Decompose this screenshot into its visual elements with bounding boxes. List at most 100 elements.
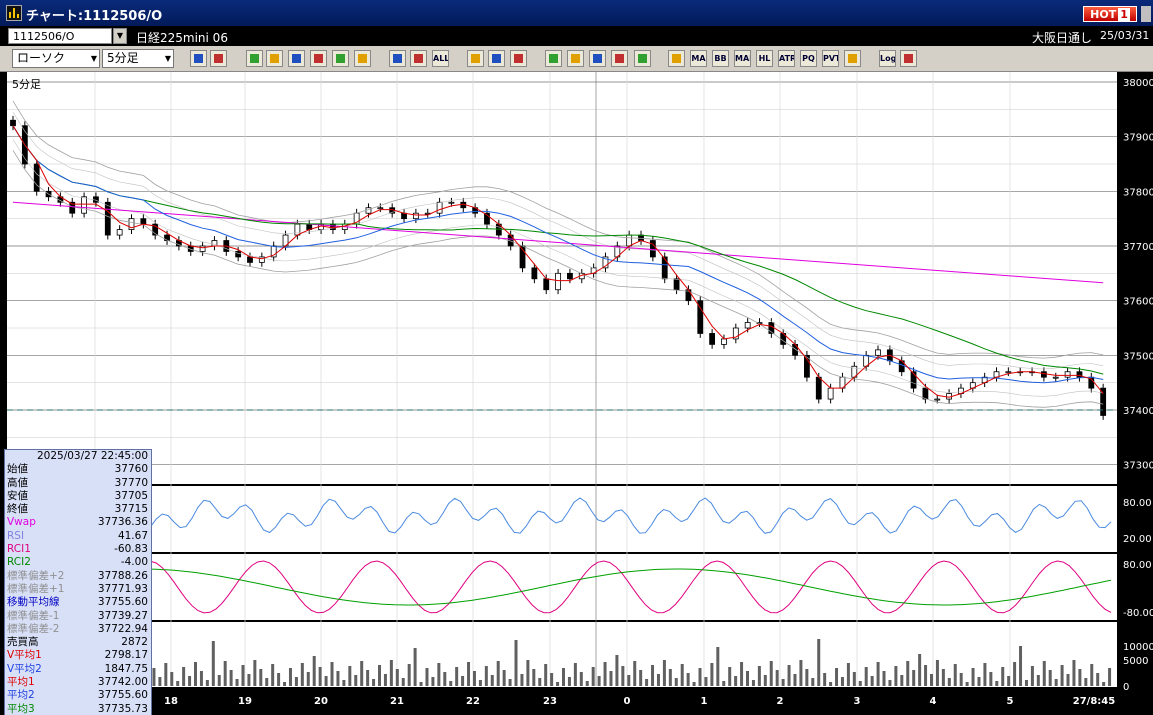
volume-bar: [805, 669, 809, 686]
ma-icon[interactable]: MA: [690, 50, 707, 67]
window-icon[interactable]: [210, 50, 227, 67]
volume-bar: [971, 668, 975, 686]
chevron-down-icon: ▼: [164, 54, 171, 63]
vwap-icon[interactable]: [668, 50, 685, 67]
candle-body: [934, 398, 941, 401]
volume-bar: [621, 666, 625, 686]
color-icon[interactable]: [510, 50, 527, 67]
magnify-icon[interactable]: [190, 50, 207, 67]
export-icon[interactable]: [900, 50, 917, 67]
candle-body: [602, 256, 609, 269]
period-value: 5分足: [107, 51, 139, 65]
candle-body: [922, 387, 929, 400]
window-title: チャート:1112506/O: [26, 9, 163, 24]
trend-icon[interactable]: [266, 50, 283, 67]
volume-bar: [419, 682, 423, 686]
brush-icon[interactable]: [488, 50, 505, 67]
info-label: RCI2: [7, 556, 31, 569]
candle-body: [93, 196, 99, 203]
volume-bar: [674, 678, 678, 686]
volume-bar: [294, 677, 298, 686]
blank-icon[interactable]: [634, 50, 651, 67]
volume-bar: [864, 667, 868, 686]
chart-area[interactable]: 38000 37900 37800 37700 37600 37500 37400 37300…: [0, 72, 1153, 715]
moving-average-3: [12, 125, 1104, 375]
scale-icon[interactable]: [589, 50, 606, 67]
back-icon[interactable]: [310, 50, 327, 67]
trash-icon[interactable]: [354, 50, 371, 67]
mae-icon[interactable]: MAE: [734, 50, 751, 67]
candle-body: [661, 256, 668, 280]
candle-body: [626, 234, 633, 247]
candle-body: [152, 223, 159, 236]
rci_axis-tick-label: -80.00: [1123, 608, 1153, 619]
pq-icon[interactable]: PQ: [800, 50, 817, 67]
time-tick-label: 27/8:45: [1073, 696, 1115, 707]
candle-body: [294, 223, 301, 236]
chart-svg[interactable]: 38000 37900 37800 37700 37600 37500 37400 37300…: [0, 72, 1153, 715]
candle-body: [1005, 371, 1012, 374]
candle2-icon[interactable]: [410, 50, 427, 67]
info-value: 1847.75: [104, 662, 148, 675]
candle-body: [1052, 376, 1059, 379]
candle-body: [1041, 371, 1047, 378]
time-tick-label: 19: [238, 696, 252, 707]
period-select[interactable]: 5分足 ▼: [102, 49, 174, 68]
all-icon[interactable]: ALL: [432, 50, 449, 67]
volume-bar: [247, 674, 251, 686]
info-value: 37722.94: [97, 622, 148, 635]
candle-body: [258, 256, 265, 263]
symbol-name: 日経225mini 06: [136, 31, 228, 45]
pvt-icon[interactable]: PVT: [822, 50, 839, 67]
window-control[interactable]: [1141, 6, 1151, 22]
volume-bar: [704, 677, 708, 686]
info-value: 37739.27: [97, 609, 148, 622]
rsi_axis-tick-label: 80.00: [1123, 498, 1152, 509]
frame-icon[interactable]: [844, 50, 861, 67]
volume-bar: [437, 663, 441, 686]
session-date: 25/03/31: [1100, 29, 1150, 42]
info-label: RSI: [7, 529, 25, 542]
cross-icon[interactable]: [611, 50, 628, 67]
volume-bar: [1072, 660, 1076, 686]
chart-type-select[interactable]: ローソク ▼: [12, 49, 100, 68]
draw-line-icon[interactable]: [246, 50, 263, 67]
candle-body: [709, 333, 716, 345]
hl-icon[interactable]: HL: [756, 50, 773, 67]
settings-icon[interactable]: [467, 50, 484, 67]
info-row: 売買高 2872: [5, 636, 151, 649]
cursor-icon[interactable]: [288, 50, 305, 67]
price-tick-label: 37300: [1123, 461, 1153, 472]
volume-bar: [211, 641, 215, 686]
download-icon[interactable]: [545, 50, 562, 67]
hot-button[interactable]: HOT 1: [1083, 6, 1137, 22]
atr-icon[interactable]: ATR: [778, 50, 795, 67]
candle-icon[interactable]: [389, 50, 406, 67]
chart-type-value: ローソク: [17, 51, 66, 65]
volume-bar: [662, 660, 666, 686]
info-label: 高値: [7, 476, 28, 489]
symbol-input[interactable]: 1112506/O: [8, 28, 112, 44]
volume-bar: [983, 663, 987, 686]
list-icon[interactable]: [332, 50, 349, 67]
symbol-dropdown-icon[interactable]: ▼: [113, 28, 127, 44]
volume-bar: [472, 671, 476, 686]
info-value: 41.67: [117, 529, 148, 542]
candle-body: [875, 349, 881, 356]
candle-body: [401, 212, 407, 220]
volume-bar: [1102, 682, 1106, 686]
log-icon[interactable]: Log: [879, 50, 896, 67]
candle-body: [910, 371, 917, 389]
volume-bar: [817, 639, 821, 686]
bb-icon[interactable]: BB: [712, 50, 729, 67]
time-tick-label: 3: [854, 696, 861, 707]
info-row: 平均2 37755.60: [5, 689, 151, 702]
volume-bar: [995, 681, 999, 686]
volume-bar: [1036, 675, 1040, 686]
volume-bar: [876, 662, 880, 686]
volume-bar: [188, 676, 192, 686]
search-chart-icon[interactable]: [567, 50, 584, 67]
volume-bar: [425, 668, 429, 686]
volume-bar: [686, 673, 690, 686]
